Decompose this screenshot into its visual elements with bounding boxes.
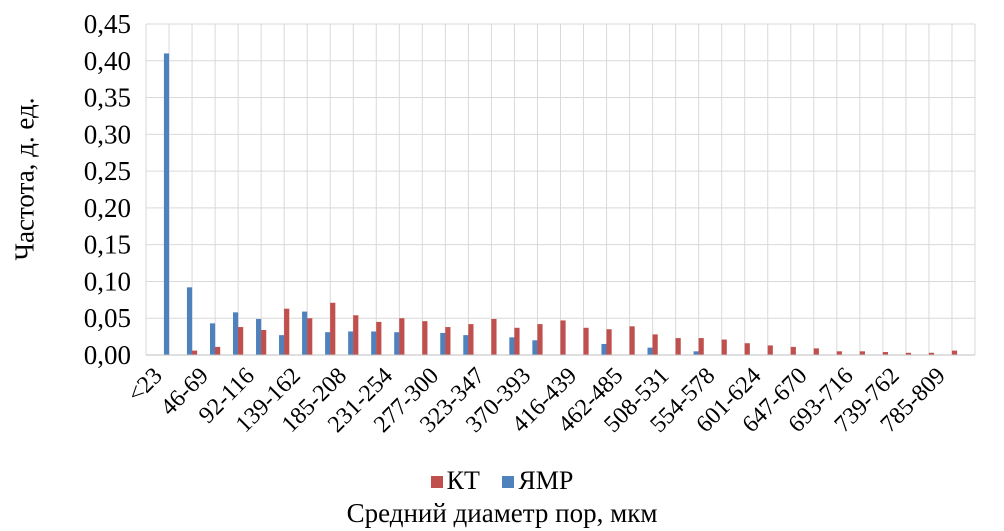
y-tick-label: 0,15 [84, 230, 131, 260]
y-tick-label: 0,05 [84, 303, 131, 333]
bar-kt [767, 345, 773, 355]
legend-swatch-nmr [502, 476, 515, 488]
bar-kt [583, 327, 589, 355]
legend-label-kt: КТ [446, 466, 480, 495]
legend-item-kt: КТ [430, 466, 480, 496]
bar-kt [698, 338, 704, 355]
bar-kt [882, 352, 889, 355]
legend-swatch-kt [430, 476, 443, 488]
bar-kt [905, 352, 912, 355]
y-axis-title: Частота, д. ед. [9, 97, 40, 261]
bar-kt [214, 346, 221, 355]
bar-kt [422, 321, 428, 355]
bar-kt [284, 308, 290, 355]
bar-kt [859, 351, 865, 355]
bar-nmr [693, 351, 699, 355]
bar-kt [468, 324, 474, 355]
bar-nmr [325, 332, 331, 355]
bar-nmr [463, 335, 469, 355]
bar-nmr [394, 332, 400, 355]
y-tick-label: 0,10 [84, 266, 131, 296]
bar-kt [721, 339, 727, 355]
legend-label-nmr: ЯМР [518, 466, 574, 495]
y-tick-label: 0,35 [84, 83, 131, 113]
bar-nmr [348, 331, 354, 355]
bar-kt [744, 343, 750, 355]
chart-plot: 0,00 0,05 0,10 0,15 0,20 0,25 0,30 0,35 0,40 0,45… [84, 9, 976, 438]
bar-kt [330, 302, 336, 355]
bar-nmr [232, 312, 239, 355]
bar-kt [238, 327, 244, 355]
bar-kt [928, 352, 935, 355]
y-tick-label: 0,25 [84, 156, 131, 186]
x-axis-title: Средний диаметр пор, мкм [346, 498, 658, 528]
bar-nmr [302, 311, 308, 355]
bar-kt [629, 326, 635, 355]
bar-nmr [209, 323, 216, 355]
bar-kt [560, 320, 566, 355]
bar-kt [376, 321, 382, 355]
bar-kt [951, 350, 958, 355]
y-tick-label: 0,20 [84, 193, 131, 223]
bar-kt [191, 350, 198, 355]
y-tick-label: 0,00 [84, 340, 131, 370]
bar-nmr [256, 318, 262, 355]
bar-kt [307, 318, 313, 355]
bar-kt [606, 329, 612, 355]
bar-nmr [532, 340, 538, 355]
legend: КТ ЯМР [0, 466, 1004, 496]
bar-kt [652, 334, 658, 355]
bar-kt [813, 348, 819, 355]
bar-kt [353, 315, 359, 355]
bar-nmr [509, 337, 515, 355]
bar-kt [790, 346, 796, 355]
bar-kt [675, 338, 681, 355]
legend-item-nmr: ЯМР [502, 466, 573, 496]
bar-kt [445, 327, 451, 355]
bar-kt [261, 329, 267, 355]
bar-nmr [279, 335, 285, 355]
bar-kt [836, 351, 842, 355]
bar-nmr [601, 343, 607, 355]
y-tick-label: 0,40 [84, 46, 131, 76]
bar-nmr [440, 332, 446, 355]
bar-nmr [163, 53, 170, 356]
bar-nmr [186, 287, 193, 355]
y-tick-label: 0,30 [84, 119, 131, 149]
bar-kt [514, 327, 520, 355]
bar-nmr [647, 347, 653, 355]
y-tick-label: 0,45 [84, 9, 131, 39]
bar-kt [537, 324, 543, 355]
bar-kt [399, 318, 405, 355]
bar-kt [491, 318, 497, 355]
bar-nmr [371, 331, 377, 355]
